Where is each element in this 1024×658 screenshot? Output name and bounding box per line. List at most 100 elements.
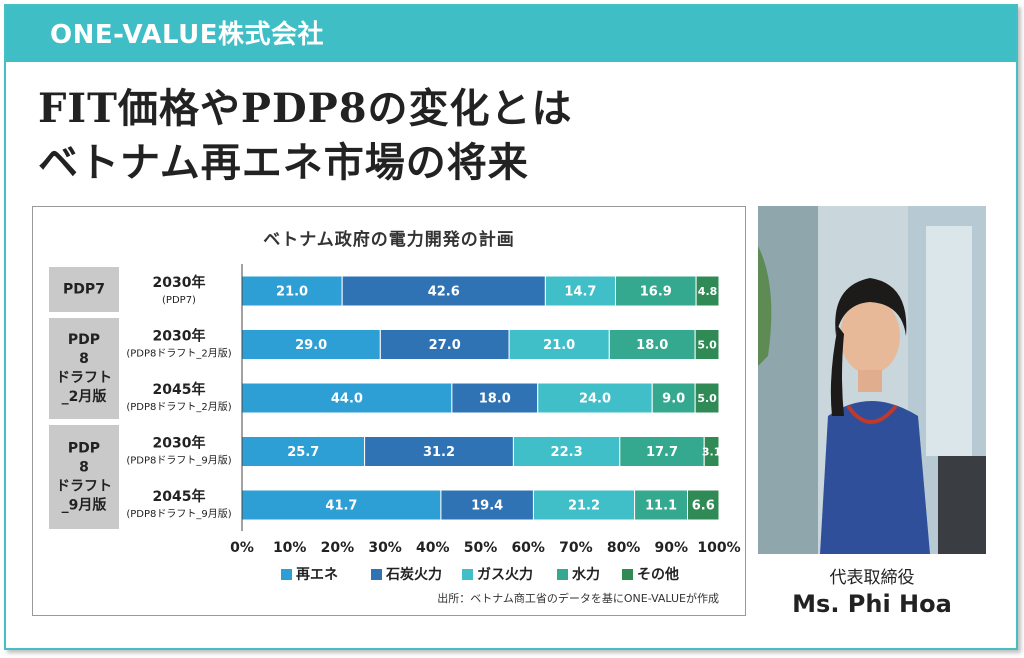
bar-segment [241,489,442,521]
bar-segment [651,382,696,414]
row-sub-label: (PDP7) [162,295,196,306]
x-tick-label: 30% [368,540,402,556]
bar-value-label: 16.9 [640,285,672,300]
bar-segment [241,329,381,360]
row-sub-label: (PDP8ドラフト_9月版) [126,454,231,467]
group-label-text: PDP [68,332,100,348]
x-tick-label: 10% [273,540,307,556]
x-tick-label: 90% [655,540,689,556]
group-label-box [49,267,119,312]
group-label-text: 8 [79,460,89,476]
bar-value-label: 18.0 [479,392,511,407]
legend-swatch [281,569,292,580]
bar-segment [241,382,453,414]
bar-value-label: 4.8 [698,285,718,298]
bar-segment [694,329,720,360]
company-name: ONE-VALUE株式会社 [50,20,325,50]
bar-value-label: 5.0 [697,392,717,405]
person-name: Ms. Phi Hoa [792,590,952,618]
portrait-photo-icon [758,206,986,554]
bar-value-label: 14.7 [564,285,596,300]
bar-value-label: 24.0 [579,392,611,407]
group-label-text: ドラフト [56,479,112,495]
bar-value-label: 5.0 [697,339,717,352]
x-tick-label: 50% [464,540,498,556]
x-tick-label: 0% [230,540,254,556]
group-label-text: ドラフト [56,370,112,386]
group-label-text: PDP [68,441,100,457]
row-year-label: 2030年 [153,328,206,345]
bar-segment [695,275,720,307]
bar-value-label: 31.2 [423,445,455,460]
legend-label: その他 [637,566,679,583]
legend-label: 再エネ [296,567,338,583]
chart-panel: ベトナム政府の電力開発の計画 PDP7 PDP 8 ドラフト _2月版 PDP 8 ドラフト _9… [32,206,746,616]
bar-segment [544,275,616,307]
row-year-label: 2045年 [153,488,206,505]
bar-value-label: 9.0 [662,392,685,407]
legend-label: ガス火力 [477,566,533,583]
bar-segment [694,382,720,414]
bar-value-label: 25.7 [287,445,319,460]
header-banner: ONE-VALUE株式会社 [6,6,1016,62]
bar-value-label: 42.6 [428,285,460,300]
bar-segment [508,329,610,360]
bar-value-label: 18.0 [636,338,668,353]
legend-label: 石炭火力 [385,566,442,583]
bar-segment [614,275,697,307]
x-tick-label: 80% [607,540,641,556]
bar-segment [532,489,636,521]
group-label-box [49,318,119,419]
bar-value-label: 41.7 [325,499,357,514]
bar-value-label: 17.7 [646,445,678,460]
bar-value-label: 3.1 [702,446,722,459]
group-label-text: _2月版 [62,388,107,405]
headline-line-2: ベトナム再エネ市場の将来 [38,139,529,186]
legend-swatch [622,569,633,580]
x-tick-label: 40% [416,540,450,556]
bar-value-label: 21.2 [568,499,600,514]
headline: FIT価格やPDP8の変化とは ベトナム再エネ市場の将来 [38,82,573,190]
bar-segment [364,436,514,467]
row-sub-label: (PDP8ドラフト_2月版) [126,400,231,413]
legend-swatch [462,569,473,580]
bar-segment [703,436,720,467]
legend-swatch [371,569,382,580]
bar-value-label: 6.6 [692,499,715,514]
row-sub-label: (PDP8ドラフト_2月版) [126,347,231,360]
row-year-label: 2030年 [153,274,206,291]
bar-segment [687,489,720,521]
x-tick-label: 100% [697,540,740,556]
headline-line-1: FIT価格やPDP8の変化とは [38,85,573,132]
row-sub-label: (PDP8ドラフト_9月版) [126,507,231,520]
bar-value-label: 29.0 [295,338,327,353]
bar-value-label: 11.1 [645,499,677,514]
bar-value-label: 21.0 [543,338,575,353]
x-tick-label: 60% [511,540,545,556]
chart-title: ベトナム政府の電力開発の計画 [263,229,515,250]
portrait-photo [758,206,986,554]
bar-value-label: 22.3 [551,445,583,460]
row-year-label: 2030年 [153,435,206,452]
group-label-box [49,425,119,529]
bar-value-label: 19.4 [471,499,503,514]
group-label-text: 8 [79,351,89,367]
bar-segment [451,382,539,414]
group-label-text: PDP7 [63,282,105,298]
bar-segment [341,275,546,307]
chart-source: 出所：ベトナム商工省のデータを基にONE-VALUEが作成 [437,591,719,605]
bar-segment [512,436,621,467]
bar-value-label: 21.0 [276,285,308,300]
x-tick-label: 20% [321,540,355,556]
bar-segment [537,382,653,414]
x-tick-label: 70% [559,540,593,556]
bar-segment [619,436,705,467]
group-label-text: _9月版 [62,497,107,514]
bar-segment [634,489,689,521]
legend-swatch [557,569,568,580]
person-role: 代表取締役 [829,568,915,588]
stacked-bar-chart: ベトナム政府の電力開発の計画 PDP7 PDP 8 ドラフト _2月版 PDP 8 ドラフト _9… [49,229,741,605]
legend-label: 水力 [572,566,600,583]
row-year-label: 2045年 [153,381,206,398]
bar-value-label: 27.0 [429,338,461,353]
